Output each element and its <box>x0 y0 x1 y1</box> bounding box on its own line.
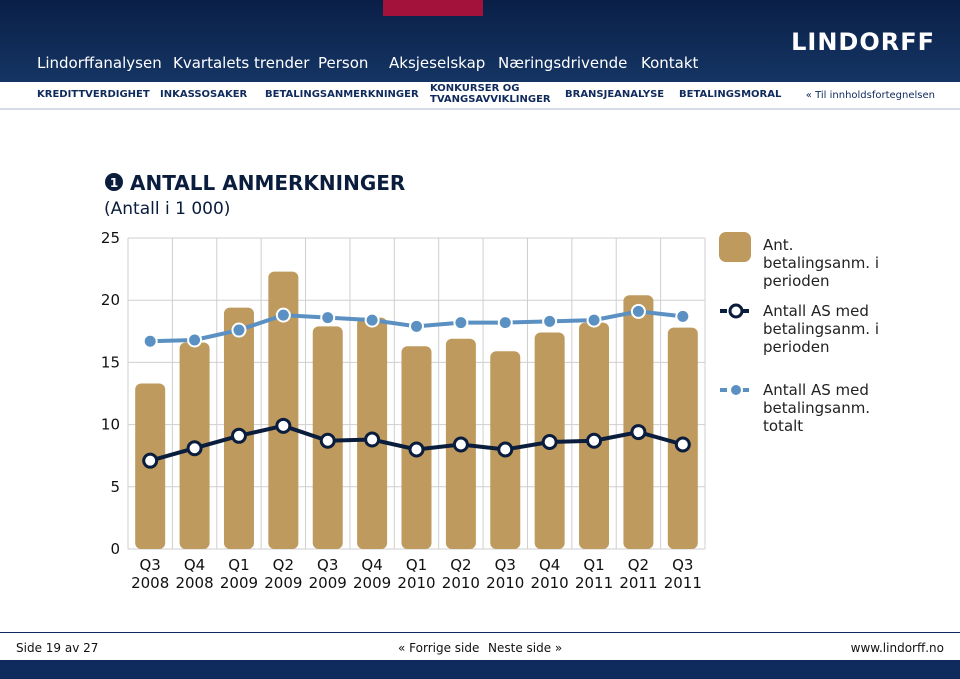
footer: Side 19 av 27 « Forrige side Neste side … <box>0 632 960 661</box>
marker <box>275 307 291 323</box>
y-tick-label: 0 <box>110 540 120 558</box>
legend-entry: Ant. betalingsanm. i perioden <box>763 236 880 290</box>
y-tick-label: 25 <box>101 229 120 247</box>
subnav-item[interactable]: KREDITTVERDIGHET <box>37 89 150 100</box>
bottom-bar <box>0 660 960 679</box>
y-tick-label: 5 <box>110 478 120 496</box>
marker <box>630 303 646 319</box>
marker <box>142 452 159 469</box>
prev-link[interactable]: « Forrige side <box>398 641 480 655</box>
x-tick-label: Q1 2010 <box>397 556 436 592</box>
marker <box>542 313 558 329</box>
x-tick-label: Q2 2011 <box>619 556 658 592</box>
subnav-item[interactable]: BETALINGSMORAL <box>679 89 782 100</box>
legend-entry: Antall AS med betalingsanm. i perioden <box>763 302 880 356</box>
x-tick-label: Q2 2009 <box>264 556 303 592</box>
marker <box>319 432 336 449</box>
marker <box>231 322 247 338</box>
subnav-item[interactable]: BRANSJEANALYSE <box>565 89 665 100</box>
y-tick-label: 15 <box>101 353 120 371</box>
x-tick-label: Q3 2009 <box>308 556 347 592</box>
marker <box>364 312 380 328</box>
nav-item[interactable]: Person <box>318 54 369 72</box>
bar <box>623 295 654 549</box>
url[interactable]: www.lindorff.no <box>850 641 944 655</box>
nav-item[interactable]: Kontakt <box>641 54 699 72</box>
marker <box>452 436 469 453</box>
page-number: Side 19 av 27 <box>16 641 99 655</box>
marker <box>586 432 603 449</box>
chart: 1 ANTALL ANMERKNINGER (Antall i 1 000) 0… <box>101 171 752 558</box>
marker <box>142 333 158 349</box>
legend-marker <box>729 383 743 397</box>
badge <box>105 173 123 191</box>
legend-entry: Antall AS med betalingsanm. totalt <box>763 381 871 435</box>
marker <box>497 315 513 331</box>
y-tick-label: 20 <box>101 291 120 309</box>
marker <box>674 436 691 453</box>
legend-swatch <box>719 232 751 262</box>
x-tick-label: Q4 2010 <box>530 556 569 592</box>
marker <box>230 427 247 444</box>
chart-title: ANTALL ANMERKNINGER <box>130 171 405 195</box>
marker <box>541 434 558 451</box>
subnav-item[interactable]: INKASSOSAKER <box>160 89 248 100</box>
x-tick-label: Q2 2010 <box>441 556 480 592</box>
x-tick-label: Q3 2008 <box>131 556 170 592</box>
nav-item[interactable]: Næringsdrivende <box>498 54 628 72</box>
marker <box>675 308 691 324</box>
subnav: KREDITTVERDIGHET INKASSOSAKER BETALINGSANM… <box>0 82 960 110</box>
marker <box>186 440 203 457</box>
next-link[interactable]: Neste side » <box>488 641 563 655</box>
y-tick-label: 10 <box>101 416 120 434</box>
bar <box>268 271 299 549</box>
marker <box>275 417 292 434</box>
x-tick-label: Q1 2009 <box>219 556 259 592</box>
nav-item[interactable]: Aksjeselskap <box>389 54 486 72</box>
marker <box>408 441 425 458</box>
nav-item[interactable]: Lindorffanalysen <box>37 54 162 72</box>
subnav-item[interactable]: KONKURSER OG TVANGSAVVIKLINGER <box>430 83 551 105</box>
marker <box>320 310 336 326</box>
marker <box>453 315 469 331</box>
marker <box>497 441 514 458</box>
logo: LINDORFF <box>791 28 935 56</box>
x-tick-label: Q4 2009 <box>353 556 392 592</box>
marker <box>364 431 381 448</box>
marker <box>586 312 602 328</box>
x-tick-label: Q1 2011 <box>574 556 614 592</box>
subnav-item[interactable]: BETALINGSANMERKNINGER <box>265 89 419 100</box>
active-tab <box>383 0 483 16</box>
chart-subtitle: (Antall i 1 000) <box>104 199 230 219</box>
figure-number: 1 <box>110 176 118 190</box>
legend-marker <box>728 303 744 319</box>
marker <box>630 424 647 441</box>
toc-link[interactable]: « Til innholdsfortegnelsen <box>805 90 935 101</box>
marker <box>409 318 424 334</box>
x-tick-label: Q3 2011 <box>663 556 702 592</box>
nav-item[interactable]: Kvartalets trender <box>173 54 310 72</box>
x-tick-label: Q3 2010 <box>486 556 525 592</box>
marker <box>187 332 203 348</box>
x-tick-label: Q4 2008 <box>175 556 214 592</box>
